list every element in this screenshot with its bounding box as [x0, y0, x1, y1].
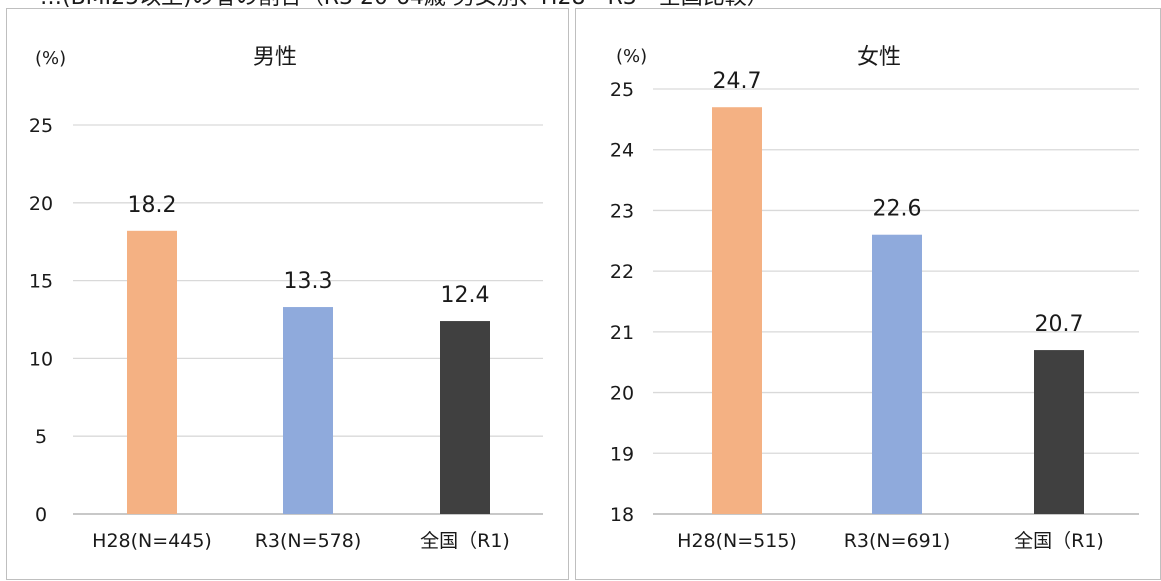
- data-label: 13.3: [284, 269, 333, 294]
- y-tick-label: 19: [610, 443, 634, 465]
- chart-title: 男性: [253, 45, 297, 70]
- header-fragment: …(BMI25以上)の者の割合（R3 20-64歳 男女別、H28・R3・全国比…: [40, 0, 769, 8]
- chart-female: 24.7 22.6 20.7 H28(N=515) R3(N=691) 全国（R1) 1…: [610, 45, 1139, 552]
- data-label: 22.6: [873, 197, 922, 222]
- y-unit-label: (%): [616, 46, 647, 67]
- chart-male: 18.2 13.3 12.4 H28(N=445) R3(N=578) 全国（R1) 0…: [29, 45, 543, 552]
- x-category-label: 全国（R1): [1014, 530, 1104, 552]
- y-tick-label: 20: [29, 193, 53, 215]
- x-category-label: H28(N=445): [92, 530, 212, 552]
- bar: [1034, 350, 1084, 514]
- y-tick-label: 24: [610, 140, 634, 162]
- y-tick-label: 20: [610, 383, 634, 405]
- x-category-label: R3(N=691): [844, 530, 951, 552]
- y-tick-label: 10: [29, 348, 53, 370]
- data-label: 24.7: [713, 69, 762, 94]
- chart-panel-male: 18.2 13.3 12.4 H28(N=445) R3(N=578) 全国（R1) 0…: [6, 8, 569, 580]
- y-tick-label: 25: [29, 115, 53, 137]
- bar: [283, 307, 333, 514]
- y-tick-label: 15: [29, 271, 53, 293]
- chart-title: 女性: [857, 45, 901, 70]
- x-category-label: R3(N=578): [255, 530, 362, 552]
- y-tick-label: 0: [35, 504, 47, 526]
- data-label: 20.7: [1035, 312, 1084, 337]
- y-unit-label: (%): [35, 48, 66, 69]
- data-label: 12.4: [441, 283, 490, 308]
- bar: [127, 230, 177, 515]
- y-tick-label: 25: [610, 79, 634, 101]
- y-tick-label: 23: [610, 200, 634, 222]
- y-tick-label: 22: [610, 261, 634, 283]
- x-category-label: H28(N=515): [677, 530, 797, 552]
- x-category-label: 全国（R1): [420, 530, 510, 552]
- y-tick-label: 5: [35, 426, 47, 448]
- cropped-header-text: …(BMI25以上)の者の割合（R3 20-64歳 男女別、H28・R3・全国比…: [0, 0, 1161, 8]
- y-tick-label: 21: [610, 322, 634, 344]
- y-tick-label: 18: [610, 504, 634, 526]
- data-label: 18.2: [128, 193, 177, 218]
- bar: [872, 234, 922, 514]
- chart-panel-female: 24.7 22.6 20.7 H28(N=515) R3(N=691) 全国（R1) 1…: [575, 8, 1161, 580]
- bar: [440, 321, 490, 514]
- bar: [712, 107, 762, 514]
